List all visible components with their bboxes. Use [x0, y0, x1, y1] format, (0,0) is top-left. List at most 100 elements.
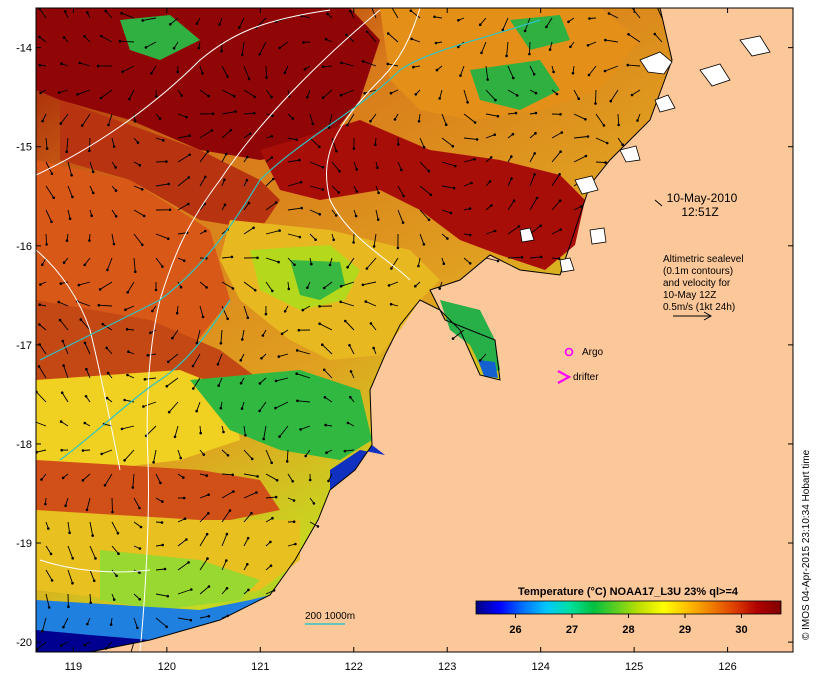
velocity-arrow [151, 65, 157, 74]
velocity-arrow-head [363, 92, 366, 95]
velocity-arrow [452, 329, 465, 339]
altimetry-label-1: Altimetric sealevel [663, 254, 744, 265]
velocity-arrow-head [247, 77, 251, 81]
velocity-arrow [323, 369, 333, 379]
velocity-arrow-head [57, 91, 61, 94]
velocity-arrow-head [97, 303, 101, 307]
velocity-arrow-head [167, 182, 170, 186]
velocity-arrow-head [346, 421, 350, 425]
velocity-arrow-head [195, 409, 198, 413]
velocity-arrow-head [201, 72, 204, 75]
velocity-arrow [168, 401, 179, 413]
velocity-arrow [119, 40, 135, 43]
velocity-arrow [243, 227, 254, 235]
velocity-arrow-head [38, 35, 41, 39]
velocity-arrow [145, 425, 157, 437]
velocity-arrow [507, 65, 514, 79]
velocity-arrow [507, 112, 516, 115]
velocity-arrow [319, 323, 333, 331]
velocity-arrow-head [207, 493, 210, 497]
velocity-arrow [573, 113, 586, 120]
velocity-arrow [177, 518, 186, 523]
velocity-arrow-head [211, 112, 215, 115]
velocity-arrow [502, 17, 509, 30]
velocity-arrow [85, 369, 91, 379]
velocity-arrow-head [567, 20, 570, 24]
velocity-arrow-head [64, 504, 67, 508]
velocity-arrow-head [247, 201, 251, 205]
velocity-arrow [177, 562, 189, 571]
velocity-arrow-head [86, 11, 89, 14]
velocity-arrow [177, 203, 189, 211]
velocity-arrow-head [457, 19, 460, 22]
velocity-arrow-head [655, 5, 658, 8]
velocity-arrow-head [355, 168, 359, 171]
velocity-arrow-head [114, 189, 118, 192]
velocity-arrow-head [393, 118, 397, 121]
velocity-arrow [145, 41, 157, 48]
velocity-arrow-head [83, 421, 87, 425]
velocity-arrow [362, 281, 377, 286]
velocity-arrow-head [323, 396, 327, 399]
velocity-arrow-head [304, 454, 308, 458]
velocity-arrow-head [607, 12, 611, 15]
velocity-arrow [301, 15, 311, 19]
velocity-arrow-head [390, 5, 393, 8]
velocity-arrow [265, 65, 267, 78]
velocity-arrow [263, 425, 267, 440]
velocity-arrow [177, 617, 191, 621]
velocity-arrow [485, 134, 495, 139]
velocity-arrow-head [224, 152, 228, 156]
velocity-arrow [287, 473, 294, 482]
velocity-arrow-head [617, 123, 620, 127]
velocity-arrow [199, 305, 204, 318]
velocity-arrow-head [429, 193, 433, 197]
velocity-arrow-head [241, 338, 244, 341]
velocity-arrow [62, 617, 69, 628]
velocity-arrow [58, 301, 69, 307]
velocity-arrow-head [346, 265, 349, 269]
velocity-arrow [121, 425, 135, 430]
velocity-arrow [309, 209, 320, 215]
velocity-arrow [36, 449, 47, 453]
lon-tick-label: 124 [531, 661, 549, 673]
velocity-arrow-head [390, 267, 393, 270]
velocity-arrow-head [125, 328, 129, 331]
velocity-arrow-head [246, 316, 250, 320]
velocity-arrow-head [324, 423, 327, 427]
velocity-arrow-head [129, 653, 132, 656]
velocity-arrow [36, 391, 47, 403]
velocity-arrow-head [38, 323, 41, 326]
velocity-arrow-head [364, 300, 368, 303]
velocity-arrow-head [454, 164, 457, 168]
velocity-arrow-head [150, 72, 153, 75]
velocity-arrow-head [372, 346, 376, 350]
velocity-arrow-head [100, 452, 103, 456]
velocity-arrow-head [296, 399, 299, 403]
velocity-arrow [331, 137, 337, 152]
velocity-arrow-head [401, 221, 405, 224]
velocity-arrow [111, 137, 115, 147]
velocity-arrow [102, 323, 113, 331]
velocity-arrow-head [112, 598, 116, 601]
velocity-arrow-head [155, 95, 158, 98]
velocity-arrow [485, 257, 499, 262]
velocity-arrow [595, 113, 605, 126]
velocity-arrow [243, 449, 253, 460]
lat-tick-label: -18 [16, 439, 32, 451]
velocity-arrow [61, 392, 69, 403]
velocity-arrow-head [49, 552, 53, 556]
velocity-arrow [364, 89, 377, 94]
velocity-arrow [344, 320, 355, 331]
velocity-arrow-head [489, 156, 493, 159]
velocity-arrow-head [621, 143, 624, 146]
velocity-arrow-head [37, 365, 41, 368]
velocity-arrow-head [306, 286, 309, 290]
velocity-arrow-head [138, 163, 142, 167]
velocity-arrow [63, 365, 69, 379]
velocity-arrow [265, 473, 278, 481]
velocity-arrow-head [494, 98, 497, 102]
velocity-arrow-head [163, 567, 167, 571]
velocity-arrow [341, 281, 355, 287]
velocity-arrow-head [442, 262, 446, 266]
